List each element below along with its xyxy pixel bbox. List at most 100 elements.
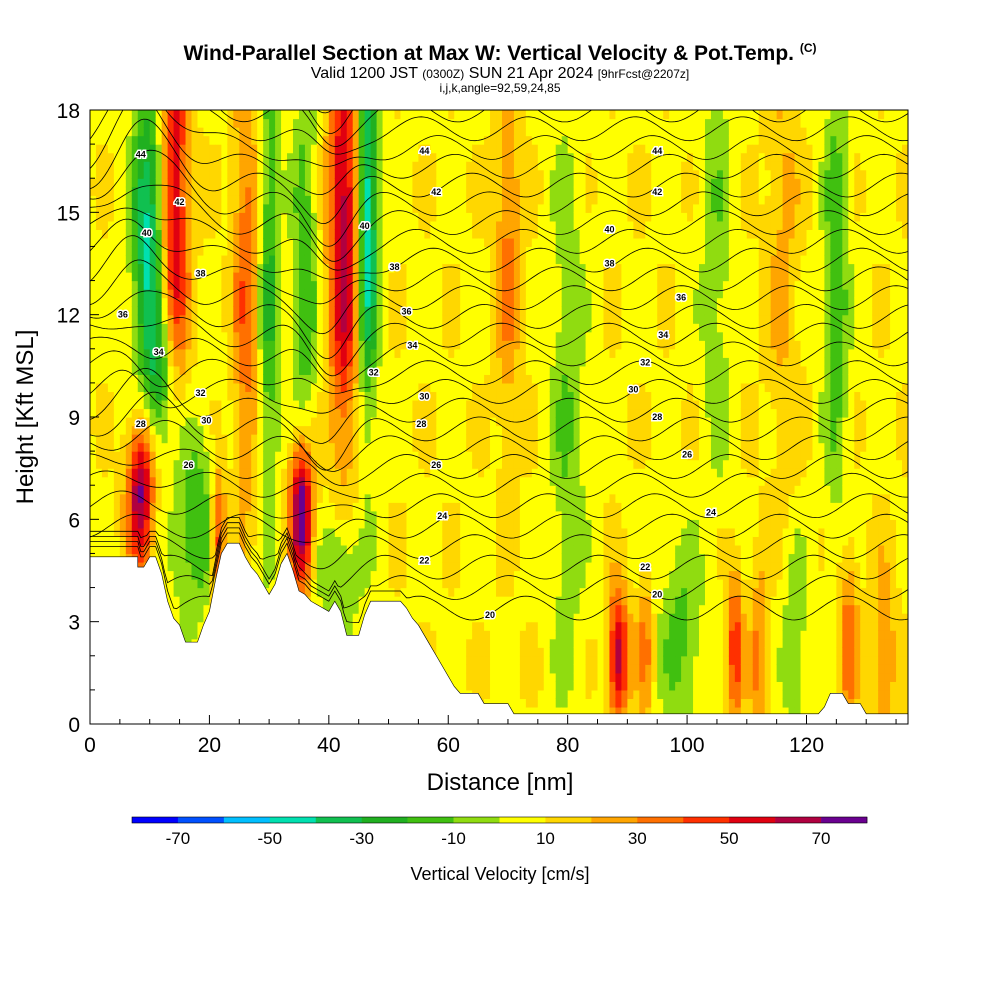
velocity-cell	[269, 306, 276, 316]
velocity-cell	[430, 468, 437, 478]
velocity-cell	[454, 681, 461, 691]
velocity-cell	[137, 476, 145, 486]
velocity-cell	[203, 306, 211, 316]
velocity-cell	[322, 127, 330, 137]
velocity-cell	[388, 118, 396, 128]
velocity-cell	[370, 331, 378, 341]
velocity-cell	[478, 527, 485, 537]
velocity-cell	[316, 570, 324, 580]
velocity-cell	[197, 382, 205, 393]
velocity-cell	[281, 203, 288, 213]
velocity-cell	[460, 476, 467, 486]
velocity-cell	[119, 374, 127, 384]
velocity-cell	[382, 229, 390, 239]
velocity-cell	[484, 195, 491, 205]
velocity-cell	[298, 468, 306, 478]
velocity-cell	[281, 314, 288, 324]
velocity-cell	[251, 289, 258, 299]
velocity-cell	[466, 118, 473, 128]
velocity-cell	[101, 493, 109, 503]
velocity-cell	[334, 570, 342, 580]
velocity-cell	[460, 493, 467, 503]
velocity-cell	[215, 459, 222, 469]
velocity-cell	[95, 502, 103, 512]
velocity-cell	[454, 519, 461, 529]
velocity-cell	[328, 502, 336, 512]
velocity-cell	[287, 493, 294, 503]
velocity-cell	[472, 169, 479, 179]
velocity-cell	[251, 340, 258, 350]
velocity-cell	[466, 476, 473, 486]
velocity-cell	[310, 306, 318, 316]
velocity-cell	[316, 425, 324, 435]
velocity-cell	[424, 212, 431, 222]
velocity-cell	[328, 442, 336, 452]
velocity-cell	[454, 237, 461, 248]
velocity-cell	[316, 237, 324, 248]
velocity-cell	[364, 220, 372, 230]
velocity-cell	[430, 604, 437, 614]
velocity-cell	[334, 203, 342, 213]
velocity-cell	[149, 229, 157, 239]
velocity-cell	[245, 229, 252, 239]
velocity-cell	[364, 408, 372, 418]
velocity-cell	[340, 178, 348, 188]
velocity-cell	[382, 289, 390, 299]
velocity-cell	[394, 544, 402, 555]
velocity-cell	[490, 272, 497, 282]
velocity-cell	[281, 510, 288, 520]
velocity-cell	[257, 493, 264, 503]
velocity-cell	[346, 365, 354, 375]
velocity-cell	[257, 237, 264, 248]
velocity-cell	[448, 544, 455, 555]
velocity-cell	[245, 493, 252, 503]
velocity-cell	[239, 237, 246, 248]
velocity-cell	[137, 280, 145, 290]
velocity-cell	[328, 391, 336, 401]
velocity-cell	[310, 323, 318, 333]
velocity-cell	[209, 220, 216, 230]
velocity-cell	[376, 118, 384, 128]
velocity-cell	[221, 374, 228, 384]
velocity-cell	[310, 118, 318, 128]
velocity-cell	[233, 169, 240, 179]
velocity-cell	[376, 272, 384, 282]
velocity-cell	[490, 434, 497, 444]
velocity-cell	[484, 672, 491, 682]
velocity-cell	[179, 280, 187, 290]
velocity-cell	[430, 152, 437, 162]
velocity-cell	[484, 468, 491, 478]
velocity-cell	[448, 280, 455, 290]
velocity-cell	[490, 630, 497, 640]
velocity-cell	[209, 144, 216, 154]
velocity-cell	[119, 254, 127, 265]
velocity-cell	[478, 587, 485, 597]
velocity-cell	[263, 272, 270, 282]
velocity-cell	[352, 399, 360, 410]
velocity-cell	[233, 493, 240, 503]
velocity-cell	[137, 186, 145, 196]
velocity-cell	[316, 527, 324, 537]
velocity-cell	[406, 374, 414, 384]
velocity-cell	[221, 493, 228, 503]
velocity-cell	[143, 365, 151, 375]
velocity-cell	[197, 118, 205, 128]
velocity-cell	[442, 135, 449, 145]
velocity-cell	[430, 212, 437, 222]
velocity-cell	[472, 493, 479, 503]
velocity-cell	[95, 468, 103, 478]
velocity-cell	[340, 434, 348, 444]
velocity-cell	[358, 272, 366, 282]
velocity-cell	[496, 570, 503, 580]
velocity-cell	[215, 519, 222, 529]
velocity-cell	[185, 203, 193, 213]
velocity-cell	[95, 306, 103, 316]
velocity-cell	[496, 689, 503, 700]
velocity-cell	[209, 306, 216, 316]
velocity-cell	[221, 382, 228, 393]
velocity-cell	[430, 195, 437, 205]
velocity-cell	[113, 203, 121, 213]
velocity-cell	[484, 297, 491, 307]
velocity-cell	[251, 118, 258, 128]
velocity-cell	[472, 306, 479, 316]
